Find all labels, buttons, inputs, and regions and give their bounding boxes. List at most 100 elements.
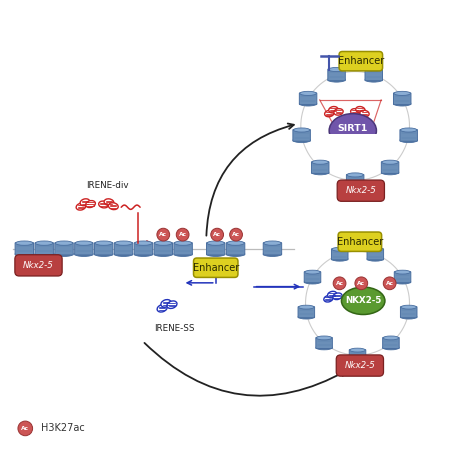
Ellipse shape bbox=[351, 109, 360, 115]
Ellipse shape bbox=[383, 336, 399, 340]
FancyBboxPatch shape bbox=[134, 243, 153, 255]
FancyBboxPatch shape bbox=[207, 243, 225, 255]
Ellipse shape bbox=[15, 251, 34, 256]
FancyBboxPatch shape bbox=[349, 350, 366, 361]
Text: Enhancer: Enhancer bbox=[192, 263, 239, 273]
Ellipse shape bbox=[394, 280, 411, 284]
Ellipse shape bbox=[227, 251, 245, 256]
Ellipse shape bbox=[99, 201, 109, 208]
Ellipse shape bbox=[329, 107, 338, 113]
Ellipse shape bbox=[109, 203, 118, 210]
Text: Nkx2-5: Nkx2-5 bbox=[23, 261, 54, 270]
FancyBboxPatch shape bbox=[383, 337, 399, 348]
Ellipse shape bbox=[298, 314, 315, 319]
FancyBboxPatch shape bbox=[316, 337, 332, 348]
Ellipse shape bbox=[400, 138, 418, 143]
Ellipse shape bbox=[155, 241, 172, 245]
Ellipse shape bbox=[347, 173, 364, 177]
FancyBboxPatch shape bbox=[227, 243, 245, 255]
Ellipse shape bbox=[383, 345, 399, 350]
Text: Enhancer: Enhancer bbox=[337, 56, 384, 66]
Ellipse shape bbox=[167, 301, 177, 309]
Ellipse shape bbox=[75, 251, 93, 256]
FancyBboxPatch shape bbox=[338, 232, 382, 251]
Text: NKX2-5: NKX2-5 bbox=[345, 296, 382, 305]
Ellipse shape bbox=[316, 336, 332, 340]
FancyBboxPatch shape bbox=[154, 243, 173, 255]
Ellipse shape bbox=[207, 241, 225, 245]
Text: SIRT1: SIRT1 bbox=[337, 124, 368, 133]
FancyBboxPatch shape bbox=[174, 243, 192, 255]
Ellipse shape bbox=[264, 241, 281, 245]
Ellipse shape bbox=[350, 348, 365, 352]
Ellipse shape bbox=[382, 170, 399, 175]
Ellipse shape bbox=[174, 251, 192, 256]
FancyBboxPatch shape bbox=[346, 174, 364, 186]
Ellipse shape bbox=[395, 270, 410, 274]
Ellipse shape bbox=[382, 160, 398, 164]
Text: Ac: Ac bbox=[213, 232, 221, 237]
Ellipse shape bbox=[304, 280, 321, 284]
FancyBboxPatch shape bbox=[367, 249, 383, 260]
Circle shape bbox=[18, 421, 33, 436]
Circle shape bbox=[355, 277, 368, 290]
Ellipse shape bbox=[341, 287, 385, 315]
Ellipse shape bbox=[324, 295, 333, 302]
FancyBboxPatch shape bbox=[393, 93, 411, 105]
Circle shape bbox=[333, 277, 346, 290]
Ellipse shape bbox=[329, 114, 376, 148]
Ellipse shape bbox=[311, 170, 329, 175]
Ellipse shape bbox=[365, 77, 383, 82]
FancyBboxPatch shape bbox=[339, 52, 383, 71]
Ellipse shape bbox=[316, 345, 332, 350]
Ellipse shape bbox=[293, 138, 310, 143]
Ellipse shape bbox=[332, 247, 347, 251]
Text: Ac: Ac bbox=[386, 281, 393, 286]
Ellipse shape bbox=[349, 357, 366, 362]
FancyBboxPatch shape bbox=[328, 69, 345, 81]
Ellipse shape bbox=[312, 160, 328, 164]
Text: IRENE-SS: IRENE-SS bbox=[155, 324, 195, 333]
Ellipse shape bbox=[157, 304, 167, 312]
Ellipse shape bbox=[16, 241, 33, 245]
Ellipse shape bbox=[263, 251, 282, 256]
Text: Ac: Ac bbox=[357, 281, 365, 286]
FancyBboxPatch shape bbox=[382, 162, 399, 173]
FancyBboxPatch shape bbox=[15, 255, 62, 276]
Ellipse shape bbox=[365, 67, 382, 72]
Text: Nkx2-5: Nkx2-5 bbox=[346, 186, 376, 195]
Ellipse shape bbox=[328, 292, 337, 298]
Ellipse shape bbox=[305, 270, 320, 274]
FancyBboxPatch shape bbox=[394, 272, 411, 283]
Ellipse shape bbox=[401, 128, 417, 132]
FancyBboxPatch shape bbox=[336, 355, 383, 376]
Ellipse shape bbox=[86, 201, 95, 208]
FancyBboxPatch shape bbox=[304, 272, 321, 283]
Circle shape bbox=[176, 228, 189, 241]
Ellipse shape bbox=[55, 241, 73, 245]
Ellipse shape bbox=[227, 241, 244, 245]
Circle shape bbox=[230, 228, 242, 241]
Text: Ac: Ac bbox=[179, 232, 187, 237]
Ellipse shape bbox=[331, 256, 348, 261]
Ellipse shape bbox=[394, 91, 410, 95]
Text: Ac: Ac bbox=[336, 281, 344, 286]
FancyBboxPatch shape bbox=[293, 129, 310, 141]
Ellipse shape bbox=[293, 128, 310, 132]
Ellipse shape bbox=[80, 199, 90, 206]
Ellipse shape bbox=[76, 203, 86, 210]
Ellipse shape bbox=[94, 251, 113, 256]
Ellipse shape bbox=[36, 241, 53, 245]
Ellipse shape bbox=[300, 91, 316, 95]
Ellipse shape bbox=[174, 241, 192, 245]
FancyBboxPatch shape bbox=[35, 243, 54, 255]
Text: IRENE-div: IRENE-div bbox=[86, 181, 128, 190]
Ellipse shape bbox=[328, 67, 345, 72]
Ellipse shape bbox=[75, 241, 92, 245]
FancyBboxPatch shape bbox=[94, 243, 113, 255]
Ellipse shape bbox=[401, 314, 417, 319]
FancyBboxPatch shape bbox=[193, 258, 238, 277]
Ellipse shape bbox=[356, 107, 365, 113]
Circle shape bbox=[383, 277, 396, 290]
Ellipse shape bbox=[333, 293, 342, 300]
